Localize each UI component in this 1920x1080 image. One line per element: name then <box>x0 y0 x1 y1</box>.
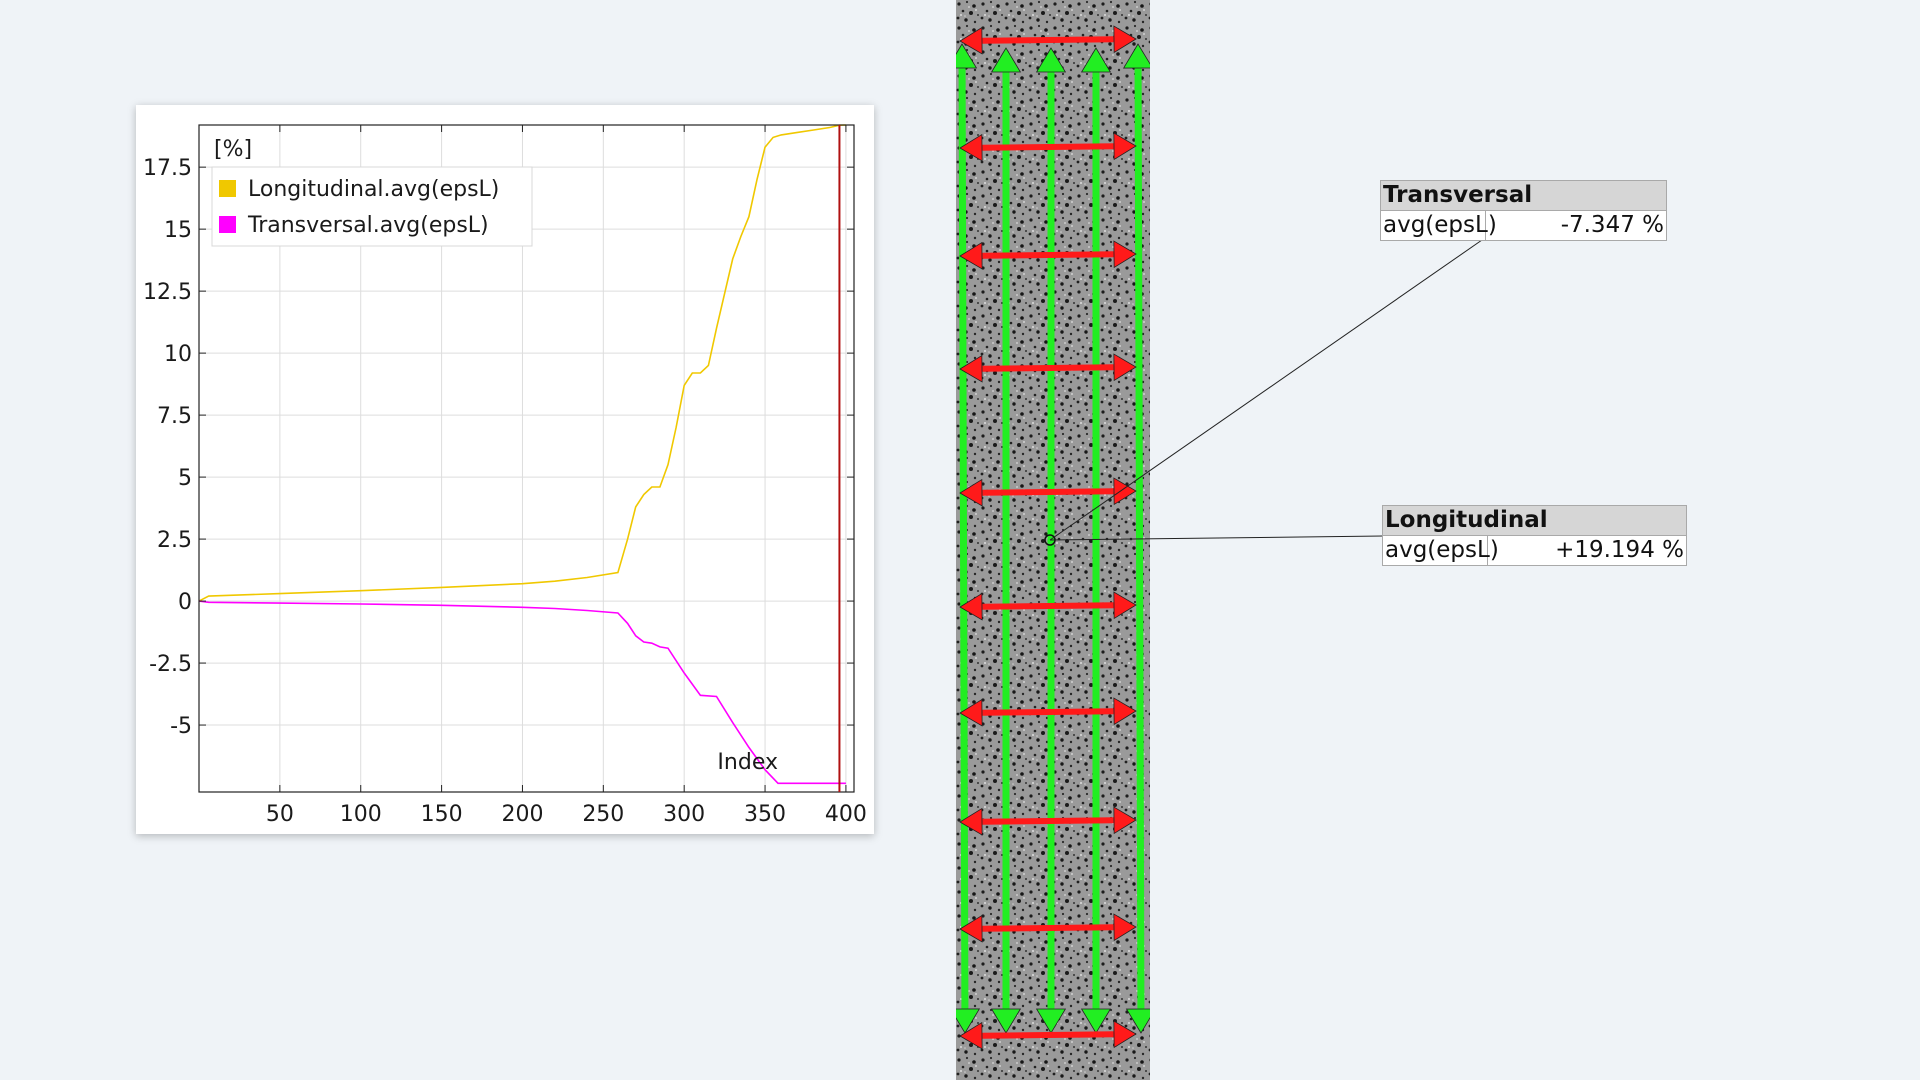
transversal-callout[interactable]: Transversal avg(epsL) -7.347 % <box>1380 180 1667 241</box>
horizontal-gauge-head-start <box>959 698 983 727</box>
transversal-callout-label: avg(epsL) <box>1383 211 1497 240</box>
vertical-gauge-head-start <box>1122 43 1150 69</box>
y-axis-unit-label: [%] <box>214 137 252 162</box>
series-line-transversal <box>198 600 846 785</box>
horizontal-gauge-shaft <box>981 364 1115 372</box>
horizontal-gauge-head-end <box>1113 1020 1137 1049</box>
chart-series <box>198 124 846 785</box>
horizontal-gauge-head-start <box>959 1021 983 1050</box>
horizontal-gauge-head-end <box>1113 806 1137 835</box>
y-tick-label: -2.5 <box>149 652 192 677</box>
y-tick-label: 17.5 <box>143 156 192 181</box>
chart-axes: 50 100 150 200 250 300 350 400 17.5 15 12.5 10 7.5 5 2… <box>143 124 867 827</box>
legend-swatch-transversal <box>219 216 236 233</box>
horizontal-gauge-shaft <box>981 708 1115 716</box>
x-axis-label: Index <box>717 750 778 775</box>
x-tick-label: 50 <box>266 802 294 827</box>
y-tick-label: 0 <box>178 590 192 615</box>
horizontal-gauge-shaft <box>981 817 1115 825</box>
legend-swatch-longitudinal <box>219 180 236 197</box>
strain-chart: 50 100 150 200 250 300 350 400 17.5 15 12.5 10 7.5 5 2… <box>143 124 867 827</box>
plot-frame <box>198 124 855 793</box>
x-tick-label: 250 <box>582 802 624 827</box>
horizontal-gauge-head-start <box>959 592 983 621</box>
horizontal-gauge-head-start <box>959 354 983 383</box>
horizontal-gauge-head-start <box>959 807 983 836</box>
horizontal-gauge-head-start <box>959 478 983 507</box>
y-tick-label: 10 <box>164 342 192 367</box>
strain-chart-panel: 50 100 150 200 250 300 350 400 17.5 15 12.5 10 7.5 5 2… <box>136 105 874 834</box>
y-tick-label: 2.5 <box>157 528 192 553</box>
y-tick-label: 15 <box>164 218 192 243</box>
horizontal-gauge-shaft <box>981 488 1115 496</box>
horizontal-gauge-head-end <box>1113 591 1137 620</box>
x-tick-label: 300 <box>663 802 705 827</box>
horizontal-gauge-head-end <box>1113 697 1137 726</box>
vertical-gauge-head-start <box>1080 47 1112 73</box>
longitudinal-callout[interactable]: Longitudinal avg(epsL) +19.194 % <box>1382 505 1687 566</box>
vertical-gauge-head-end <box>1080 1008 1112 1034</box>
x-tick-label: 400 <box>825 802 867 827</box>
longitudinal-callout-value: +19.194 % <box>1555 537 1684 563</box>
transversal-callout-value: -7.347 % <box>1560 212 1664 238</box>
chart-grid <box>199 125 854 792</box>
longitudinal-callout-title: Longitudinal <box>1383 506 1686 536</box>
vertical-gauge-head-end <box>990 1008 1022 1034</box>
y-tick-label: 5 <box>178 466 192 491</box>
horizontal-gauge-shaft <box>981 1031 1115 1039</box>
horizontal-gauge-head-end <box>1113 25 1137 54</box>
y-tick-label: 12.5 <box>143 280 192 305</box>
horizontal-gauge-head-end <box>1113 132 1137 161</box>
transversal-callout-title: Transversal <box>1381 181 1666 211</box>
y-tick-label: -5 <box>170 714 192 739</box>
horizontal-gauge-shaft <box>981 251 1115 259</box>
horizontal-gauge-head-start <box>959 914 983 943</box>
horizontal-gauge-shaft <box>981 143 1115 151</box>
chart-legend: Longitudinal.avg(epsL) Transversal.avg(e… <box>211 166 533 247</box>
horizontal-gauge-shaft <box>981 602 1115 610</box>
horizontal-gauge-head-end <box>1113 913 1137 942</box>
vertical-gauge-head-start <box>990 47 1022 73</box>
longitudinal-callout-label: avg(epsL) <box>1385 536 1499 565</box>
legend-box <box>211 166 533 247</box>
horizontal-gauge-head-start <box>959 26 983 55</box>
x-tick-label: 200 <box>501 802 543 827</box>
vertical-gauge-head-end <box>1125 1008 1150 1034</box>
vertical-gauge-shaft <box>958 67 969 1010</box>
strain-gauges <box>956 25 1150 1050</box>
vertical-gauge-head-end <box>956 1008 981 1034</box>
vertical-gauge-shaft <box>1134 67 1145 1010</box>
horizontal-gauge-head-start <box>959 241 983 270</box>
series-line-longitudinal <box>198 124 846 602</box>
specimen-image <box>956 0 1150 1080</box>
x-tick-label: 100 <box>340 802 382 827</box>
horizontal-gauge-shaft <box>981 924 1115 932</box>
vertical-gauge-head-end <box>1035 1008 1067 1034</box>
vertical-gauge-head-start <box>956 43 978 69</box>
horizontal-gauge-head-start <box>959 133 983 162</box>
legend-label-longitudinal: Longitudinal.avg(epsL) <box>248 177 499 202</box>
y-tick-label: 7.5 <box>157 404 192 429</box>
horizontal-gauge-shaft <box>981 36 1115 44</box>
vertical-gauge-head-start <box>1035 47 1067 73</box>
x-tick-label: 150 <box>421 802 463 827</box>
x-tick-label: 350 <box>744 802 786 827</box>
legend-label-transversal: Transversal.avg(epsL) <box>247 213 489 238</box>
